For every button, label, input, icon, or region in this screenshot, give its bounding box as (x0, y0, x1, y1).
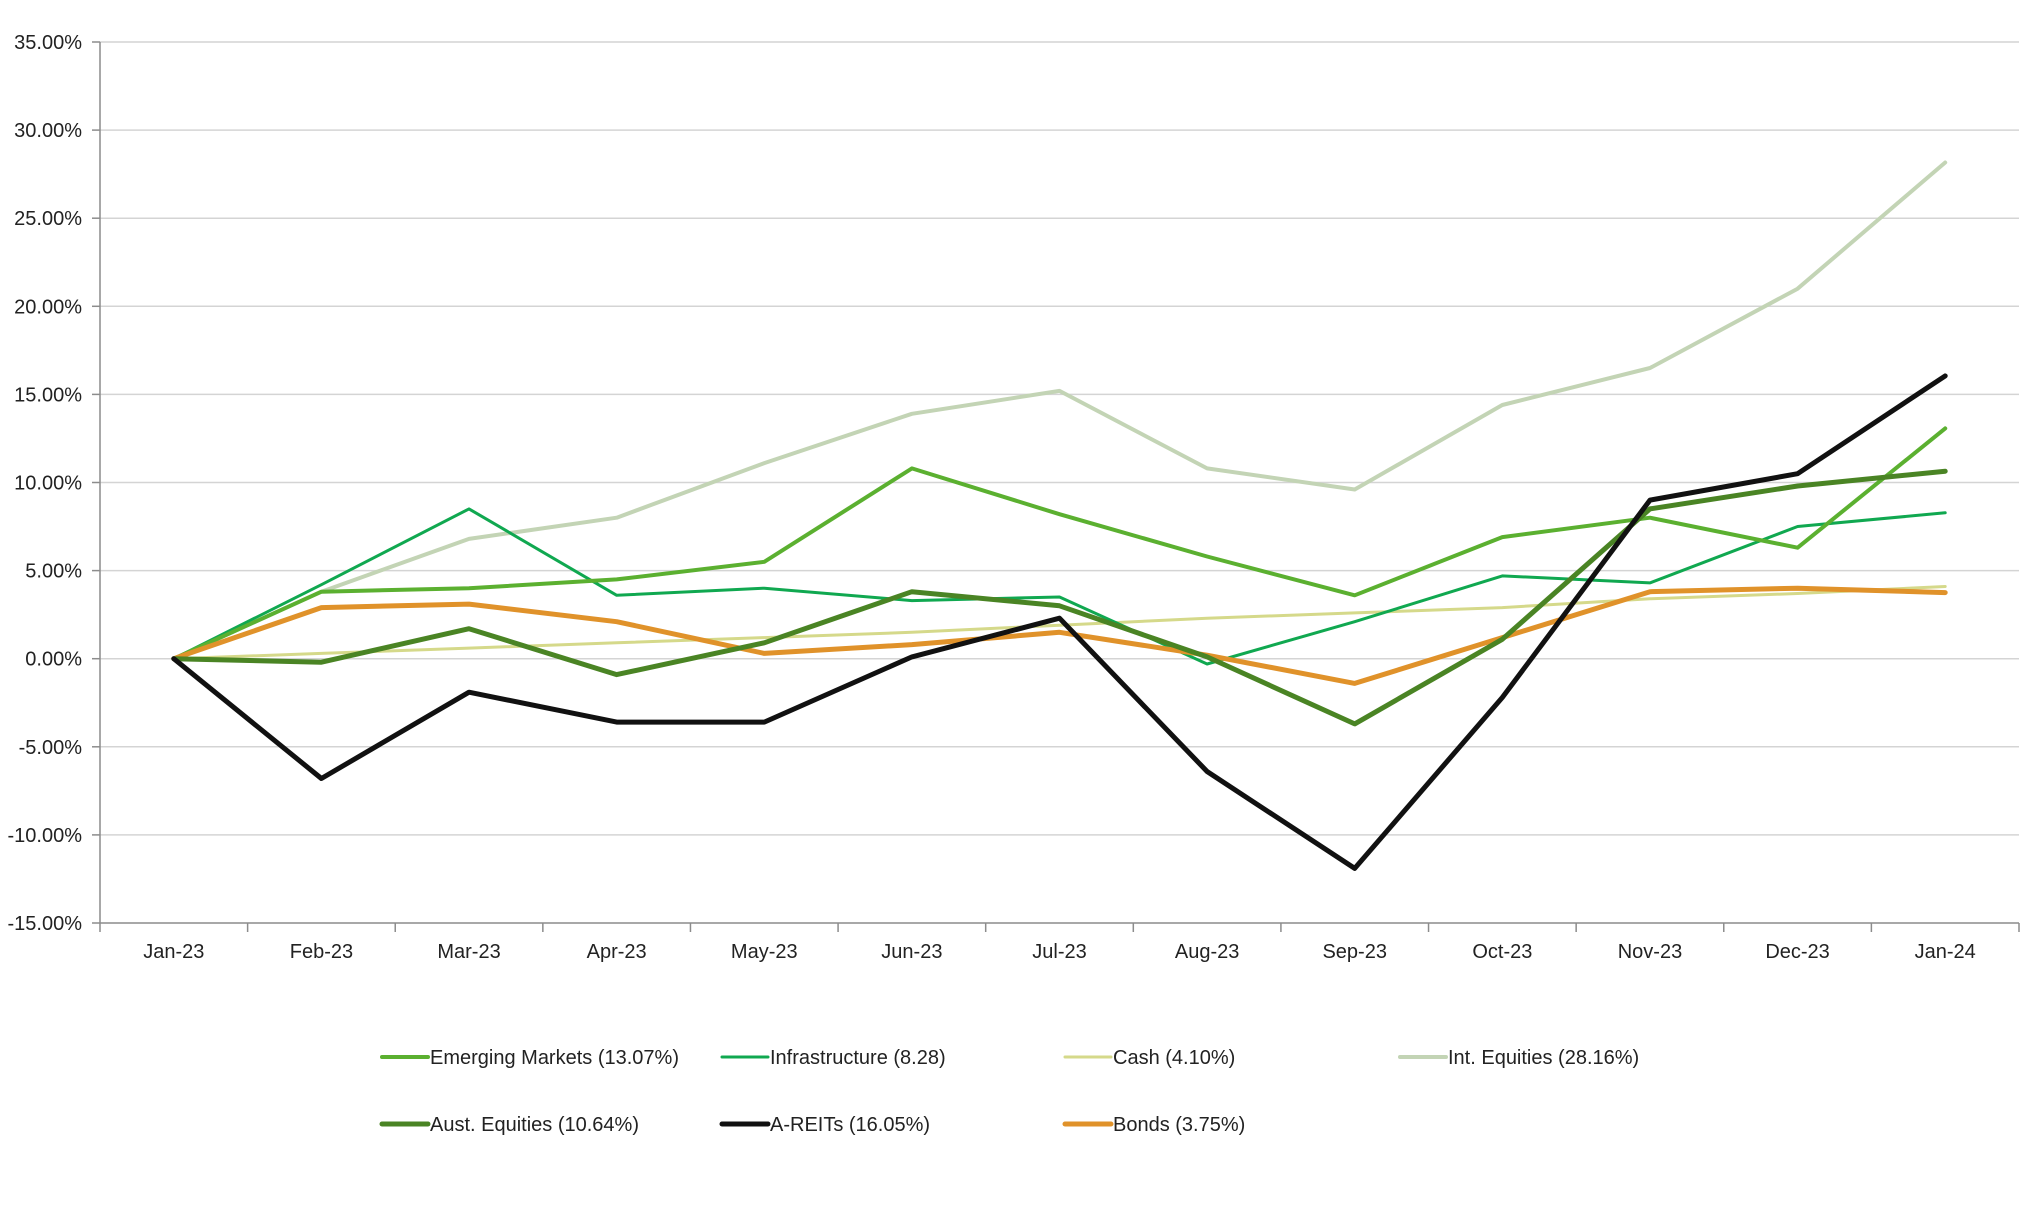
x-tick-label: May-23 (731, 941, 798, 963)
y-tick-label: -15.00% (8, 913, 83, 935)
legend-label: A-REITs (16.05%) (770, 1114, 930, 1136)
series-line-6 (171, 585, 1948, 686)
x-tick-label: Feb-23 (290, 941, 353, 963)
x-tick-label: Mar-23 (437, 941, 500, 963)
legend-item: Int. Equities (28.16%) (1398, 1047, 1639, 1069)
x-tick-label: Dec-23 (1765, 941, 1829, 963)
x-tick-label: Sep-23 (1322, 941, 1387, 963)
y-tick-label: 35.00% (14, 32, 82, 54)
legend-item: A-REITs (16.05%) (719, 1114, 930, 1136)
legend-label: Emerging Markets (13.07%) (430, 1047, 679, 1069)
x-tick-label: Jul-23 (1032, 941, 1086, 963)
legend: Emerging Markets (13.07%) Infrastructure … (379, 1047, 1639, 1136)
x-tick-label: Nov-23 (1618, 941, 1682, 963)
y-tick-label: -10.00% (8, 825, 83, 847)
series-line-4 (171, 468, 1948, 727)
y-tick-label: 5.00% (25, 561, 82, 583)
x-tick-label: Apr-23 (587, 941, 647, 963)
y-tick-label: 15.00% (14, 384, 82, 406)
legend-label: Bonds (3.75%) (1113, 1114, 1245, 1136)
x-tick-label: Aug-23 (1175, 941, 1240, 963)
legend-label: Infrastructure (8.28) (770, 1047, 946, 1069)
legend-label: Int. Equities (28.16%) (1448, 1047, 1639, 1069)
series-line-1 (172, 507, 1947, 666)
series-line-2 (172, 585, 1947, 661)
legend-item: Bonds (3.75%) (1062, 1114, 1245, 1136)
legend-item: Cash (4.10%) (1063, 1047, 1235, 1069)
gridlines (100, 41, 2019, 836)
legend-label: Cash (4.10%) (1113, 1047, 1235, 1069)
legend-item: Aust. Equities (10.64%) (379, 1114, 639, 1136)
legend-item: Emerging Markets (13.07%) (380, 1047, 679, 1069)
y-tick-label: 30.00% (14, 120, 82, 142)
series-line-3 (171, 160, 1948, 661)
y-tick-label: 20.00% (14, 296, 82, 318)
legend-item: Infrastructure (8.28) (720, 1047, 946, 1069)
legend-label: Aust. Equities (10.64%) (430, 1114, 639, 1136)
series-lines (171, 160, 1948, 871)
x-tick-label: Jan-23 (143, 941, 204, 963)
series-line-5 (171, 373, 1948, 871)
y-tick-label: -5.00% (19, 737, 83, 759)
x-tick-label: Oct-23 (1472, 941, 1532, 963)
y-tick-label: 25.00% (14, 208, 82, 230)
y-tick-label: 10.00% (14, 473, 82, 495)
series-line-0 (171, 426, 1948, 661)
x-tick-label: Jan-24 (1915, 941, 1976, 963)
y-axis: -15.00% -10.00% -5.00% 0.00% 5.00% 10.00% 15.0… (8, 32, 101, 935)
y-tick-label: 0.00% (25, 649, 82, 671)
x-tick-label: Jun-23 (881, 941, 942, 963)
x-axis: Jan-23 Feb-23 Mar-23 Apr-23 May-23 Jun-23 Jul-… (99, 922, 2020, 963)
